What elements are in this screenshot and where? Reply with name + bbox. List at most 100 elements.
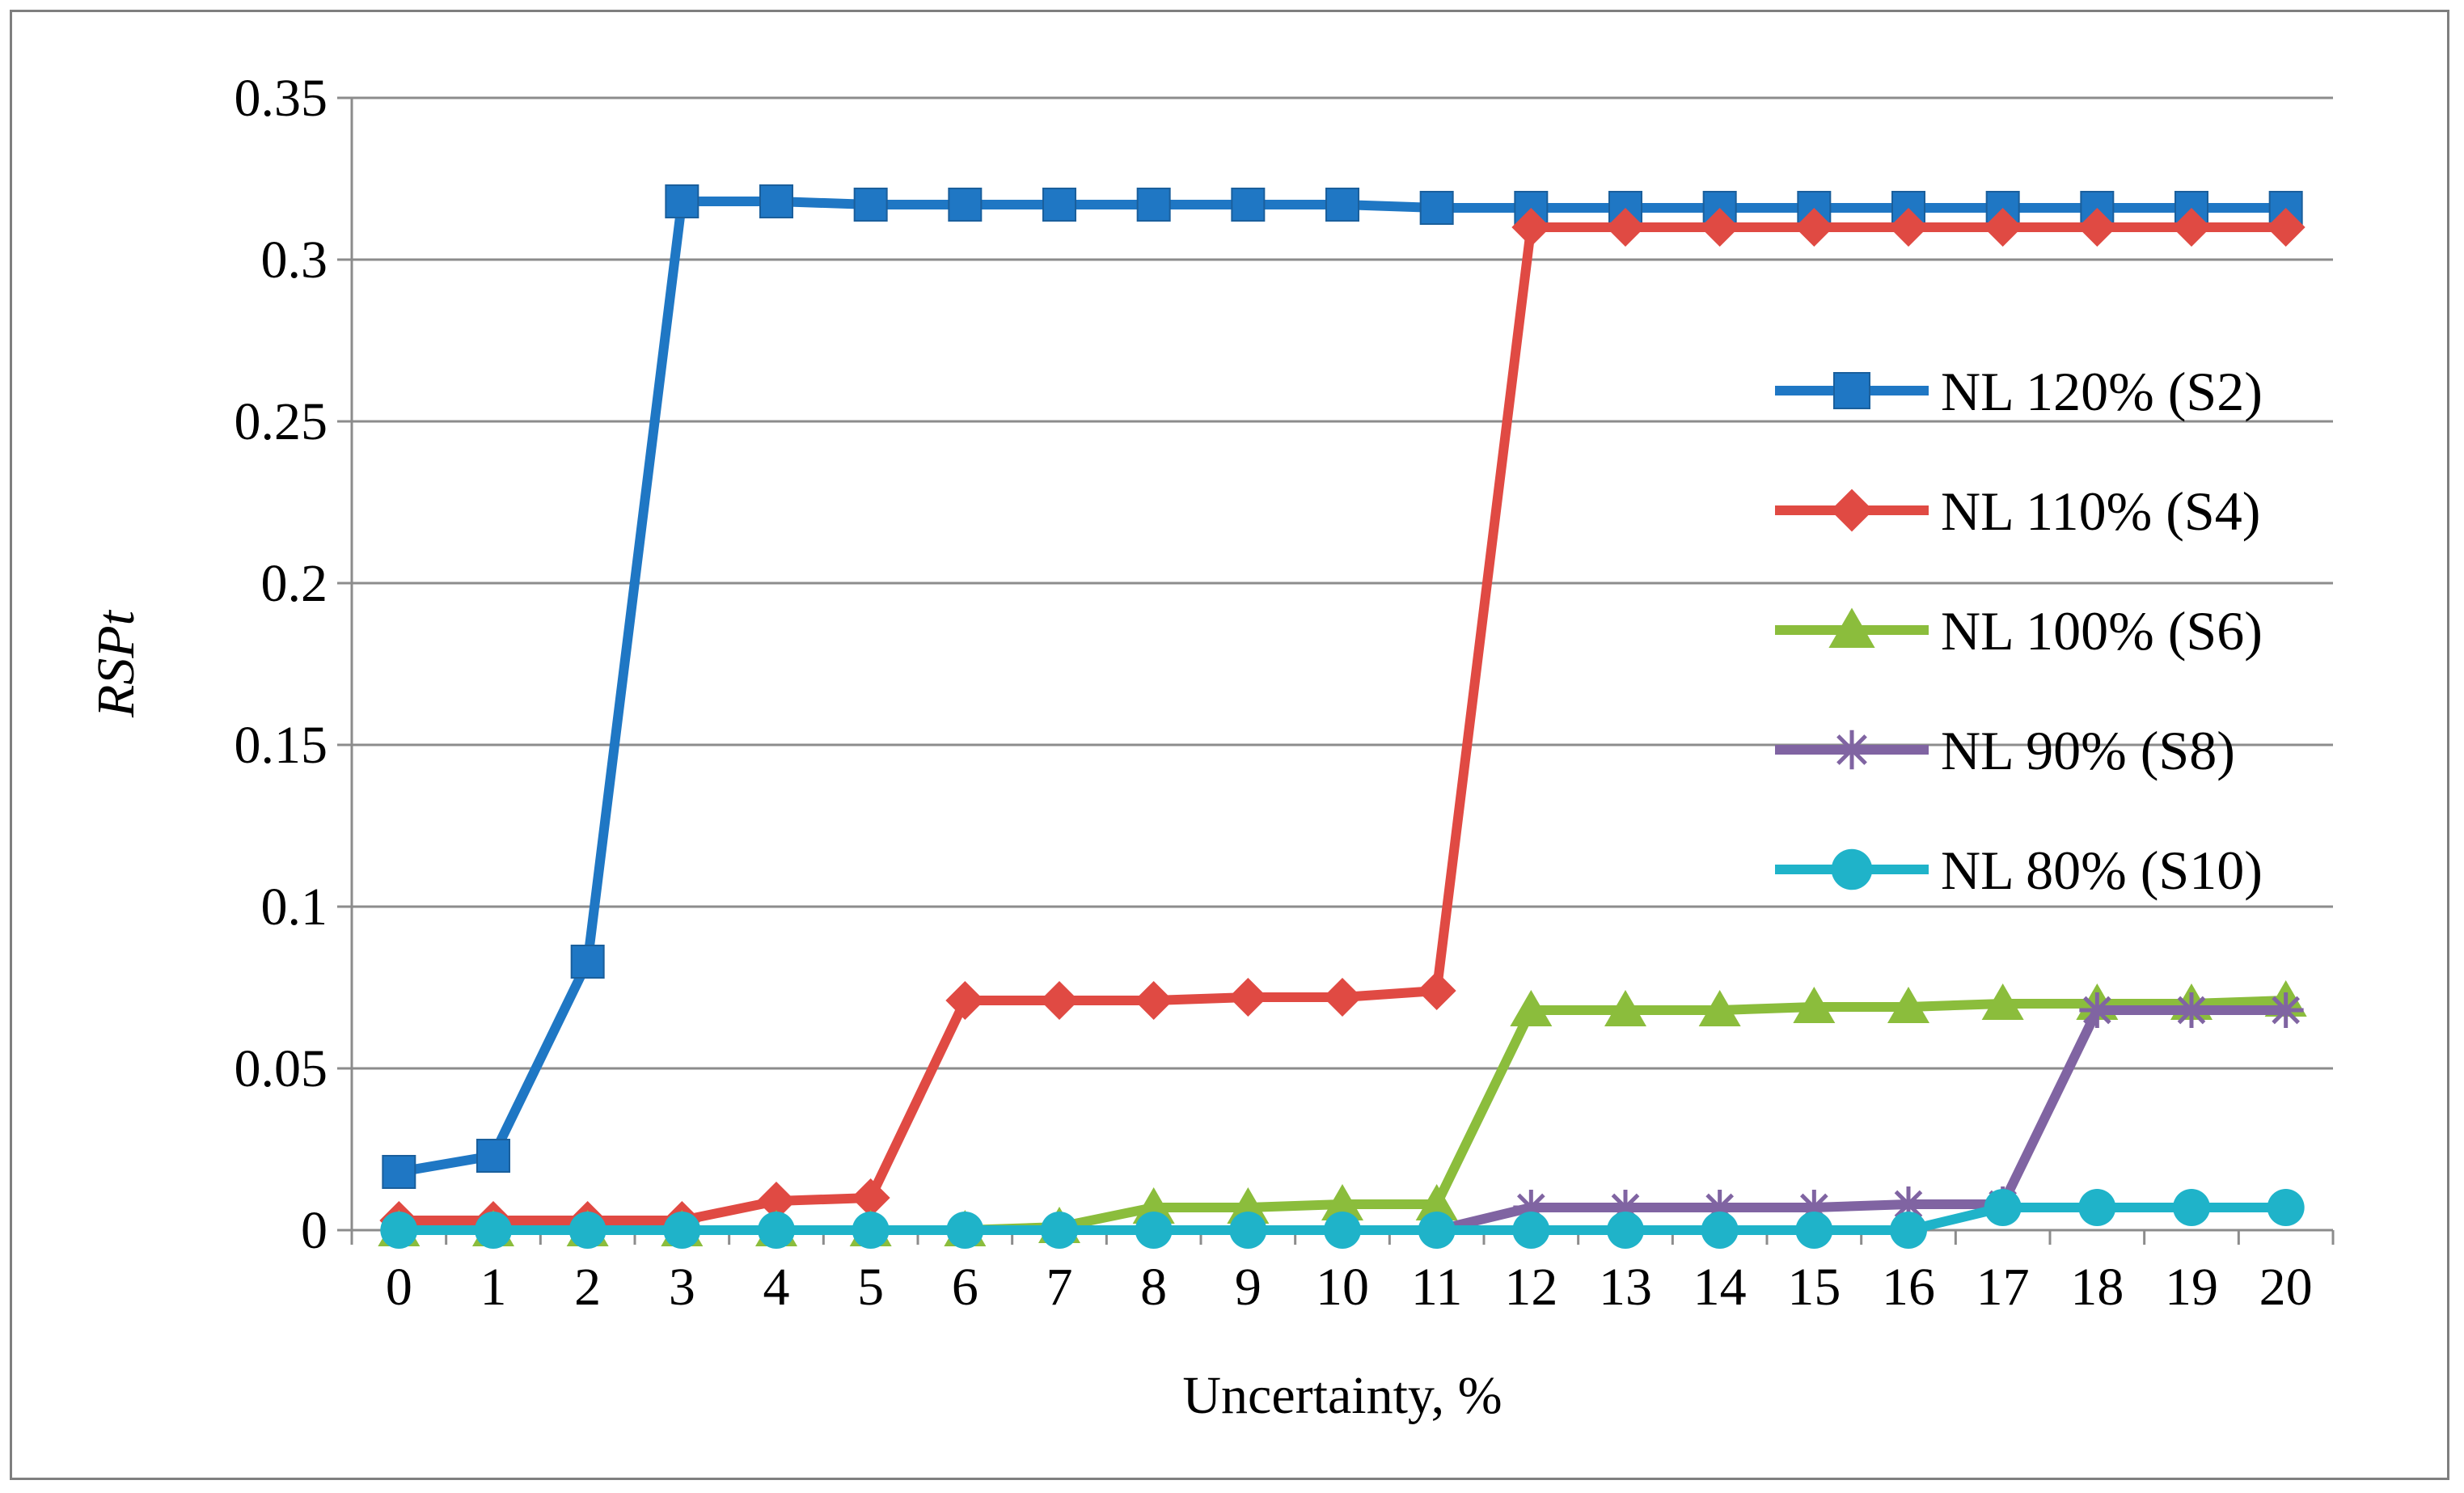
legend-label: NL 80% (S10) [1941,840,2263,901]
data-point [1324,1212,1361,1249]
legend-marker [1832,730,1872,770]
data-point [853,188,888,222]
data-point [1418,1212,1456,1249]
x-tick-label: 8 [1140,1258,1167,1317]
data-point [1041,1212,1078,1249]
y-tick-label: 0.2 [261,554,328,613]
data-point [1981,983,2024,1020]
data-point [2174,992,2209,1028]
x-tick-label: 15 [1787,1258,1841,1317]
x-tick-label: 9 [1235,1258,1262,1317]
y-axis-ticks: 0 0.05 0.1 0.15 0.2 0.25 0.3 0.35 [235,69,352,1260]
data-point [1511,208,1551,247]
chart-frame: 0 0.05 0.1 0.15 0.2 0.25 0.3 0.35 0 1 2 3 4 5 6 7 8 9 10 1… [10,10,2449,1480]
data-point [1321,1184,1363,1220]
data-point [758,1212,795,1249]
data-point [1231,188,1266,222]
legend-marker [1831,848,1873,890]
x-tick-label: 14 [1693,1258,1747,1317]
legend-entry-3: NL 100% (S6) [1775,600,2263,662]
data-point [2266,208,2306,247]
x-tick-label: 19 [2165,1258,2218,1317]
data-point [568,1212,606,1249]
data-point [2078,1189,2116,1226]
x-tick-label: 16 [1882,1258,1935,1317]
data-point [1417,971,1456,1010]
data-point [2172,208,2211,247]
data-point [1325,188,1359,222]
data-point [1510,990,1553,1026]
data-point [948,188,983,222]
data-point [1793,987,1836,1023]
legend-label: NL 100% (S6) [1941,600,2263,662]
data-point [1984,1189,2022,1226]
data-point [1607,1212,1644,1249]
data-point [476,1139,510,1173]
x-tick-label: 0 [386,1258,412,1317]
y-tick-label: 0.15 [235,716,328,775]
data-point [1698,990,1741,1026]
data-point [1701,1212,1739,1249]
x-tick-label: 3 [669,1258,695,1317]
legend-entry-2: NL 110% (S4) [1775,480,2260,542]
data-point [852,1212,890,1249]
gridlines [352,96,2333,1232]
data-point [757,1182,796,1220]
x-tick-label: 5 [857,1258,884,1317]
y-tick-label: 0.25 [235,392,328,451]
data-point [1512,1212,1550,1249]
x-tick-label: 11 [1411,1258,1463,1317]
data-point [665,184,699,218]
data-point [1983,208,2022,247]
legend-label: NL 120% (S2) [1941,361,2263,422]
y-tick-label: 0 [301,1201,328,1260]
x-tick-label: 1 [480,1258,507,1317]
data-point [1890,1212,1927,1249]
x-tick-label: 13 [1599,1258,1652,1317]
data-point [475,1212,512,1249]
legend: NL 120% (S2) NL 110% (S4) NL 100% (S6) NL 9… [1775,361,2263,901]
data-point [1419,191,1454,225]
x-tick-label: 7 [1046,1258,1073,1317]
series-1 [382,184,2303,1189]
data-point [1135,1212,1173,1249]
x-tick-label: 12 [1504,1258,1557,1317]
x-tick-label: 2 [574,1258,601,1317]
legend-label: NL 90% (S8) [1941,720,2235,781]
data-point [759,184,793,218]
data-point [946,1212,984,1249]
data-point [2077,208,2117,247]
data-point [2173,1189,2210,1226]
data-point [1227,1187,1270,1224]
x-tick-label: 18 [2070,1258,2124,1317]
data-point [1228,978,1268,1017]
data-point [1887,987,1929,1023]
data-point [380,1212,418,1249]
x-axis-ticks: 0 1 2 3 4 5 6 7 8 9 10 11 12 13 14 15 16 17 18 19 20 [350,1230,2335,1317]
data-point [1795,1212,1833,1249]
x-axis-title: Uncertainty, % [1182,1366,1502,1425]
data-point [2079,992,2115,1028]
y-tick-label: 0.05 [235,1039,328,1098]
series-group [378,184,2307,1249]
data-point [1415,1184,1458,1220]
x-tick-label: 4 [763,1258,790,1317]
data-point [1136,188,1171,222]
data-point [1604,990,1646,1026]
y-tick-label: 0.3 [261,231,328,290]
series-5 [380,1189,2305,1249]
series-line-1 [398,197,2286,1177]
data-point [851,1178,890,1217]
legend-entry-4: NL 90% (S8) [1775,720,2235,781]
data-point [1794,208,1834,247]
line-chart: 00.050.10.150.20.250.30.35 0 1 2 3 4 5 6 7 8 9 10 1… [87,69,2335,1425]
legend-entry-1: NL 120% (S2) [1775,361,2263,422]
data-point [382,1155,416,1189]
x-tick-label: 20 [2259,1258,2313,1317]
data-point [1606,208,1645,247]
data-point [2267,1189,2305,1226]
axes [350,98,2333,1232]
data-point [1134,981,1173,1020]
legend-marker [1830,489,1874,532]
data-point [1040,981,1079,1020]
